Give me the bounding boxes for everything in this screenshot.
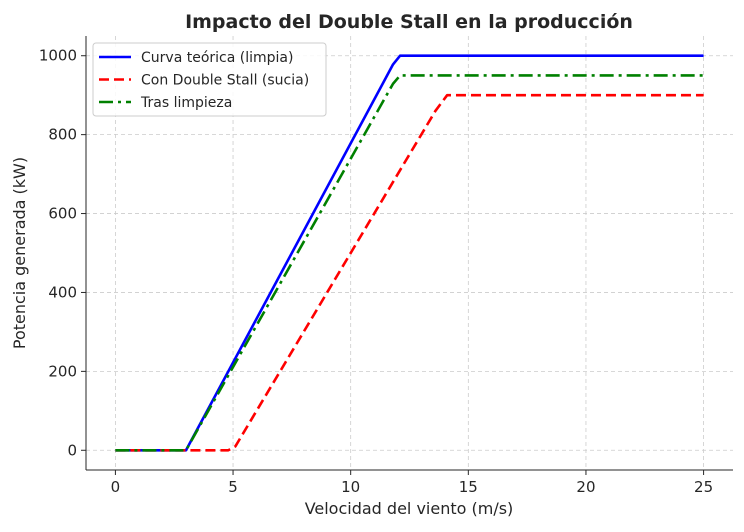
x-tick-label: 25 [694,478,713,496]
y-tick-label: 400 [48,283,77,301]
axes: 0 5 10 15 20 25 0 200 400 600 800 1000 [39,36,733,496]
series-line-2 [115,74,704,452]
chart-title: Impacto del Double Stall en la producció… [185,11,633,33]
x-tick-label: 5 [228,478,238,496]
legend-label: Curva teórica (limpia) [141,50,293,66]
x-tick-label: 10 [341,478,360,496]
x-tick-label: 0 [111,478,121,496]
y-tick-label: 800 [48,126,77,144]
y-tick-label: 200 [48,362,77,380]
legend-label: Tras limpieza [140,95,232,111]
y-tick-label: 600 [48,205,77,223]
y-axis-label: Potencia generada (kW) [10,157,29,349]
y-tick-label: 1000 [39,47,77,65]
x-tick-label: 15 [459,478,478,496]
y-tick-label: 0 [67,441,77,459]
series-line-1 [115,93,704,452]
series-lines [115,54,704,452]
x-tick-label: 20 [576,478,595,496]
legend-box [92,42,327,117]
x-axis-label: Velocidad del viento (m/s) [305,499,514,518]
legend: Curva teórica (limpia) Con Double Stall (… [92,42,327,117]
legend-label: Con Double Stall (sucia) [141,73,309,89]
